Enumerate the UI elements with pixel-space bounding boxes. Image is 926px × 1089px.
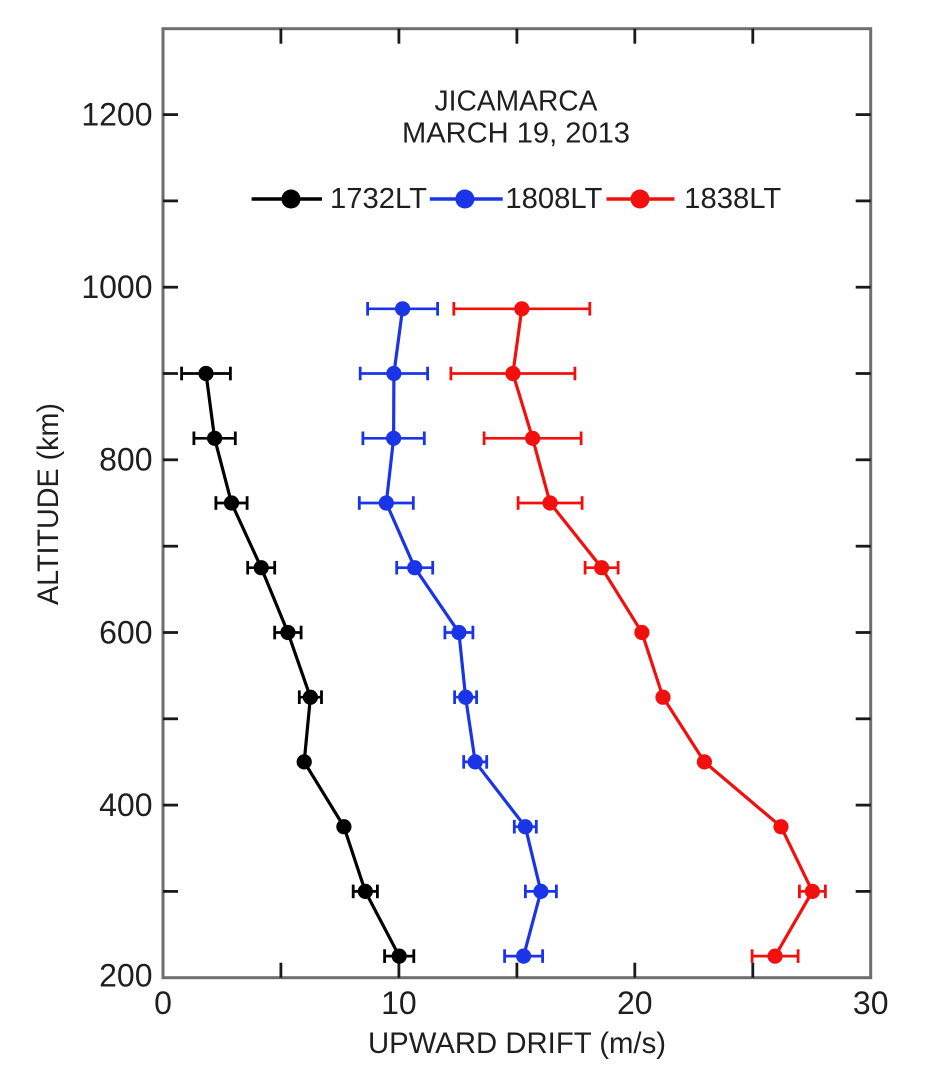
- svg-text:MARCH 19, 2013: MARCH 19, 2013: [402, 118, 630, 150]
- svg-text:1200: 1200: [81, 96, 152, 132]
- svg-text:ALTITUDE (km): ALTITUDE (km): [32, 403, 65, 605]
- svg-text:600: 600: [99, 614, 152, 650]
- svg-text:1838LT: 1838LT: [684, 183, 781, 215]
- svg-text:1808LT: 1808LT: [505, 183, 602, 215]
- svg-text:800: 800: [99, 442, 152, 478]
- svg-text:UPWARD DRIFT (m/s): UPWARD DRIFT (m/s): [368, 1027, 666, 1060]
- svg-text:20: 20: [617, 985, 653, 1021]
- svg-text:1000: 1000: [81, 269, 152, 305]
- svg-text:1732LT: 1732LT: [330, 183, 427, 215]
- svg-text:0: 0: [154, 985, 172, 1021]
- svg-text:10: 10: [381, 985, 417, 1021]
- svg-text:JICAMARCA: JICAMARCA: [435, 86, 599, 118]
- svg-text:200: 200: [99, 958, 152, 994]
- svg-text:30: 30: [853, 985, 889, 1021]
- svg-text:400: 400: [99, 787, 152, 823]
